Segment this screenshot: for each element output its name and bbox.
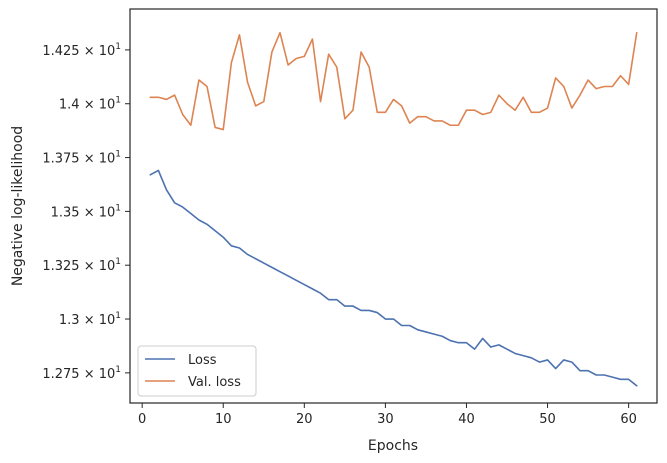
y-tick-label: 1.4 × 101 bbox=[59, 96, 121, 113]
y-tick-mantissa: 1.275 bbox=[42, 367, 79, 382]
y-tick-exponent: 1 bbox=[115, 42, 121, 52]
y-tick-label: 1.275 × 101 bbox=[42, 365, 121, 382]
y-tick-label: 1.325 × 101 bbox=[42, 257, 121, 274]
y-tick-times-ten: × 10 bbox=[80, 205, 116, 220]
x-tick-label: 0 bbox=[138, 412, 146, 427]
y-tick-mantissa: 1.35 bbox=[51, 205, 80, 220]
y-tick-exponent: 1 bbox=[115, 257, 121, 267]
x-tick-label: 30 bbox=[377, 412, 394, 427]
y-tick-mantissa: 1.325 bbox=[42, 259, 79, 274]
y-tick-exponent: 1 bbox=[115, 311, 121, 321]
y-tick-times-ten: × 10 bbox=[80, 44, 116, 59]
x-axis-ticks: 0 10 20 30 40 50 60 bbox=[138, 403, 637, 427]
legend-label-val-loss: Val. loss bbox=[188, 375, 241, 390]
legend: Loss Val. loss bbox=[137, 345, 257, 397]
y-axis-label: Negative log-likelihood bbox=[10, 126, 26, 286]
y-tick-mantissa: 1.425 bbox=[42, 44, 79, 59]
y-tick-exponent: 1 bbox=[115, 203, 121, 213]
y-tick-label: 1.3 × 101 bbox=[59, 311, 121, 328]
series-layer bbox=[149, 31, 638, 387]
y-tick-times-ten: × 10 bbox=[80, 259, 116, 274]
y-tick-mantissa: 1.3 bbox=[59, 313, 80, 328]
y-tick-times-ten: × 10 bbox=[80, 313, 116, 328]
x-tick-label: 20 bbox=[296, 412, 313, 427]
y-tick-mantissa: 1.4 bbox=[59, 98, 80, 113]
y-tick-times-ten: × 10 bbox=[80, 152, 116, 167]
y-tick-mantissa: 1.375 bbox=[42, 152, 79, 167]
x-tick-label: 50 bbox=[539, 412, 556, 427]
legend-label-loss: Loss bbox=[188, 353, 217, 368]
plot-area bbox=[129, 8, 658, 404]
series-line-loss bbox=[149, 169, 638, 387]
y-tick-exponent: 1 bbox=[115, 150, 121, 160]
x-tick-label: 10 bbox=[215, 412, 232, 427]
y-tick-exponent: 1 bbox=[115, 96, 121, 106]
y-tick-exponent: 1 bbox=[115, 365, 121, 375]
y-tick-times-ten: × 10 bbox=[80, 367, 116, 382]
x-tick-label: 60 bbox=[620, 412, 637, 427]
series-line-val-loss bbox=[149, 31, 638, 131]
y-tick-label: 1.425 × 101 bbox=[42, 42, 121, 59]
x-tick-label: 40 bbox=[458, 412, 475, 427]
y-tick-times-ten: × 10 bbox=[80, 98, 116, 113]
y-tick-label: 1.35 × 101 bbox=[51, 203, 121, 220]
x-axis-label: Epochs bbox=[368, 438, 418, 454]
y-tick-label: 1.375 × 101 bbox=[42, 150, 121, 167]
